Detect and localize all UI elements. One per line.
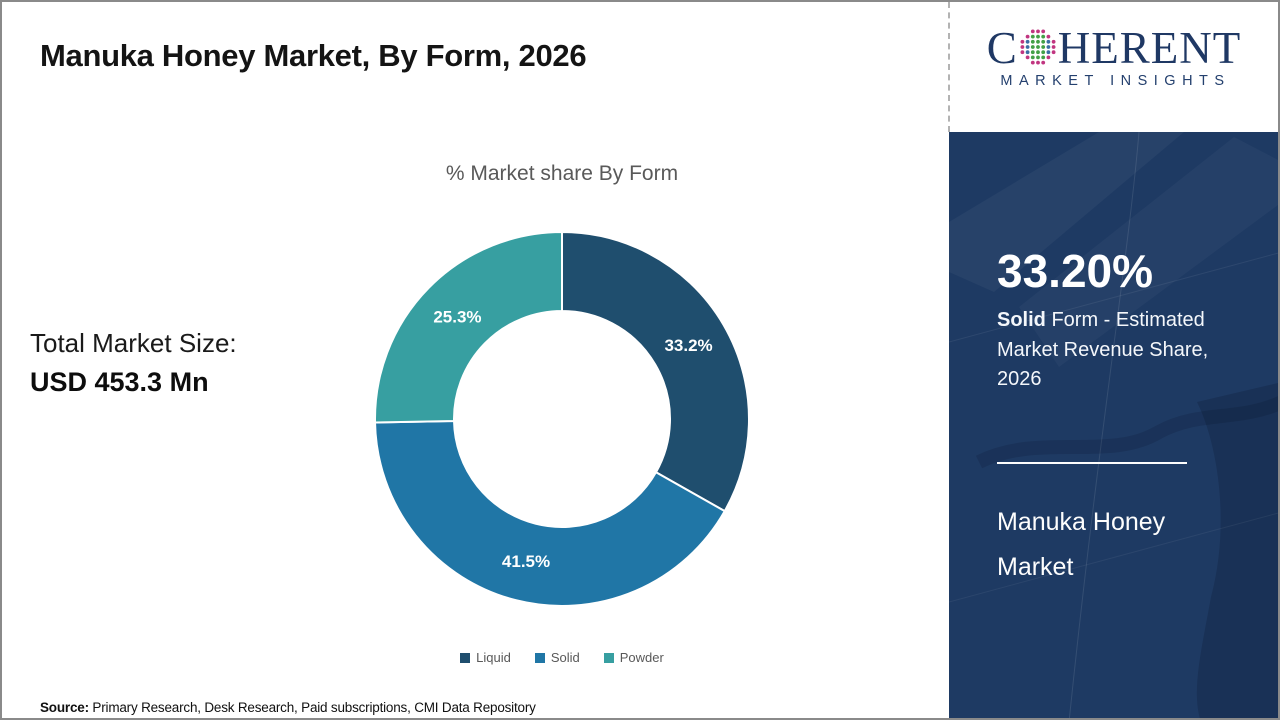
- header-divider: [948, 2, 950, 132]
- donut-segment-solid: [374, 420, 726, 607]
- donut-data-label-liquid: 33.2%: [664, 336, 712, 355]
- donut-data-label-powder: 25.3%: [433, 307, 481, 326]
- legend-label-powder: Powder: [619, 650, 664, 665]
- donut-data-label-solid: 41.5%: [502, 552, 550, 571]
- source-text: Primary Research, Desk Research, Paid su…: [88, 700, 536, 715]
- total-market-value: USD 453.3 Mn: [30, 367, 209, 397]
- total-market-label: Total Market Size:: [30, 328, 237, 358]
- donut-chart: 33.2% 41.5% 25.3%: [374, 231, 750, 607]
- highlight-sidebar: 33.20% Solid Form - Estimated Market Rev…: [949, 132, 1278, 718]
- stat-description: Solid Form - Estimated Market Revenue Sh…: [997, 306, 1242, 395]
- logo-word-rest: HERENT: [1057, 23, 1242, 73]
- coherent-globe-icon: [1020, 29, 1056, 65]
- world-map-texture: [949, 132, 1278, 718]
- chart-panel: Manuka Honey Market, By Form, 2026 % Mar…: [2, 2, 949, 718]
- legend-label-solid: Solid: [550, 650, 580, 665]
- logo-subtitle: MARKET INSIGHTS: [1000, 73, 1231, 89]
- donut-segment-powder: [374, 231, 563, 424]
- legend-swatch-solid: [534, 652, 545, 663]
- logo-wordmark: C HERENT: [959, 24, 1269, 72]
- chart-legend: Liquid Solid Powder: [302, 650, 822, 665]
- donut-segment-liquid: [561, 231, 750, 513]
- stat-description-bold: Solid: [997, 309, 1046, 331]
- market-name: Manuka Honey Market: [997, 508, 1166, 581]
- stat-value: 33.20%: [997, 245, 1154, 297]
- page-title: Manuka Honey Market, By Form, 2026: [40, 38, 587, 73]
- logo-letter-c: C: [986, 23, 1018, 73]
- stat-description-rest: Form - Estimated Market Revenue Share, 2…: [997, 309, 1209, 390]
- total-market-block: Total Market Size: USD 453.3 Mn: [30, 324, 237, 402]
- legend-item-solid: Solid: [534, 650, 580, 665]
- legend-label-liquid: Liquid: [476, 650, 511, 665]
- source-label: Source:: [40, 700, 89, 715]
- legend-item-liquid: Liquid: [460, 650, 511, 665]
- coherent-logo: C HERENT MARKET INSIGHTS: [959, 24, 1269, 89]
- chart-title: % Market share By Form: [445, 162, 679, 185]
- legend-swatch-liquid: [460, 652, 471, 663]
- legend-item-powder: Powder: [603, 650, 664, 665]
- sidebar-divider: [997, 462, 1187, 464]
- source-note: Source: Primary Research, Desk Research,…: [40, 700, 536, 715]
- legend-swatch-powder: [603, 652, 614, 663]
